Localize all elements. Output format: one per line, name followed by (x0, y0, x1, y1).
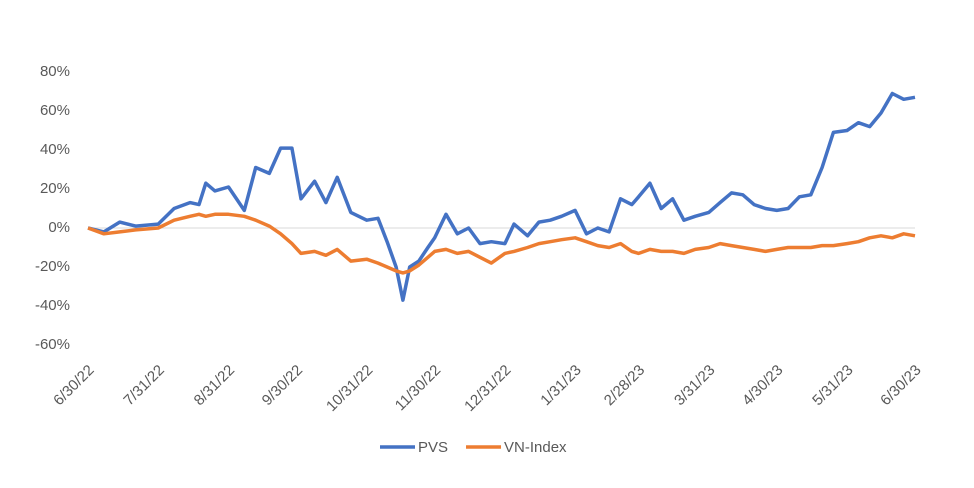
y-tick-label: -60% (35, 336, 70, 353)
series-line (87, 91, 916, 302)
legend-label: PVS (418, 439, 448, 456)
legend-label: VN-Index (504, 439, 567, 456)
x-tick-label: 1/31/23 (537, 362, 584, 409)
x-tick-label: 12/31/22 (461, 362, 514, 415)
y-tick-label: -40% (35, 297, 70, 314)
x-tick-label: 3/31/23 (671, 362, 718, 409)
x-tick-label: 8/31/22 (191, 362, 238, 409)
x-tick-label: 7/31/22 (120, 362, 167, 409)
y-tick-label: 0% (48, 219, 70, 236)
y-tick-label: 80% (40, 63, 70, 80)
series-line (87, 212, 916, 275)
y-tick-label: 60% (40, 102, 70, 119)
x-tick-label: 11/30/22 (392, 362, 445, 415)
x-tick-label: 4/30/23 (739, 362, 786, 409)
x-tick-label: 6/30/23 (877, 362, 924, 409)
x-tick-label: 5/31/23 (809, 362, 856, 409)
y-tick-label: -20% (35, 258, 70, 275)
x-tick-label: 2/28/23 (601, 362, 648, 409)
y-tick-label: 40% (40, 141, 70, 158)
x-tick-label: 9/30/22 (259, 362, 306, 409)
x-tick-label: 10/31/22 (323, 362, 376, 415)
x-tick-label: 6/30/22 (50, 362, 97, 409)
y-tick-label: 20% (40, 180, 70, 197)
